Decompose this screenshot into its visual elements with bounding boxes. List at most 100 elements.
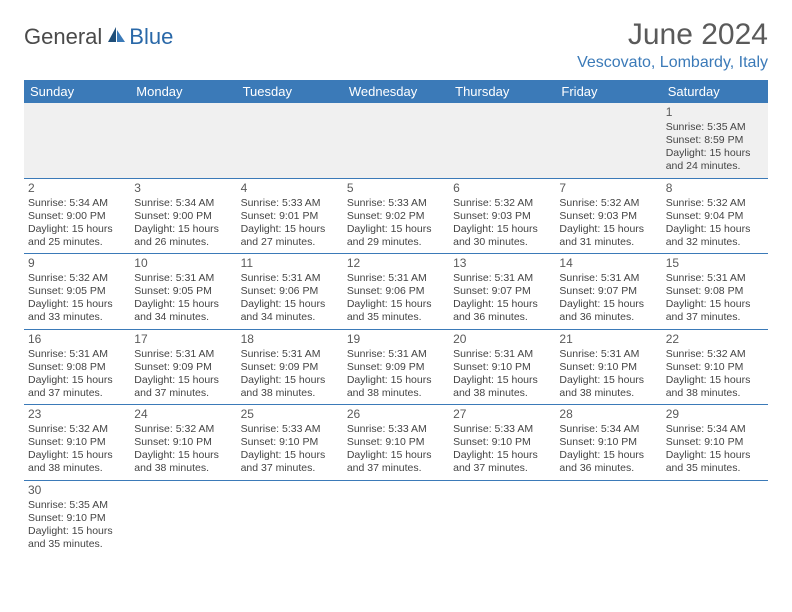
daylight-line-1: Daylight: 15 hours [453,298,551,311]
daylight-line-1: Daylight: 15 hours [241,374,339,387]
day-cell [237,480,343,555]
sunrise-line: Sunrise: 5:32 AM [134,423,232,436]
day-cell [130,103,236,178]
daylight-line-2: and 38 minutes. [666,387,764,400]
day-number: 20 [453,332,551,347]
day-cell [130,480,236,555]
day-number: 25 [241,407,339,422]
week-row: 23Sunrise: 5:32 AMSunset: 9:10 PMDayligh… [24,405,768,481]
sunset-line: Sunset: 9:08 PM [28,361,126,374]
sunset-line: Sunset: 9:07 PM [453,285,551,298]
day-number: 22 [666,332,764,347]
day-number: 21 [559,332,657,347]
day-cell: 22Sunrise: 5:32 AMSunset: 9:10 PMDayligh… [662,329,768,405]
daylight-line-2: and 37 minutes. [241,462,339,475]
sunset-line: Sunset: 9:00 PM [28,210,126,223]
day-number: 30 [28,483,126,498]
day-cell: 16Sunrise: 5:31 AMSunset: 9:08 PMDayligh… [24,329,130,405]
sunset-line: Sunset: 9:01 PM [241,210,339,223]
day-number: 16 [28,332,126,347]
daylight-line-1: Daylight: 15 hours [666,223,764,236]
sunrise-line: Sunrise: 5:31 AM [241,348,339,361]
daylight-line-2: and 37 minutes. [28,387,126,400]
day-number: 12 [347,256,445,271]
daylight-line-2: and 34 minutes. [241,311,339,324]
day-cell: 17Sunrise: 5:31 AMSunset: 9:09 PMDayligh… [130,329,236,405]
daylight-line-2: and 33 minutes. [28,311,126,324]
day-cell: 19Sunrise: 5:31 AMSunset: 9:09 PMDayligh… [343,329,449,405]
day-number: 24 [134,407,232,422]
daylight-line-2: and 38 minutes. [559,387,657,400]
sunrise-line: Sunrise: 5:31 AM [347,272,445,285]
daylight-line-2: and 38 minutes. [241,387,339,400]
daylight-line-2: and 36 minutes. [559,311,657,324]
day-number: 29 [666,407,764,422]
daylight-line-2: and 35 minutes. [347,311,445,324]
sunset-line: Sunset: 9:08 PM [666,285,764,298]
day-cell: 25Sunrise: 5:33 AMSunset: 9:10 PMDayligh… [237,405,343,481]
daylight-line-1: Daylight: 15 hours [241,449,339,462]
sunrise-line: Sunrise: 5:32 AM [28,272,126,285]
title-block: June 2024 Vescovato, Lombardy, Italy [577,18,768,72]
sunset-line: Sunset: 9:10 PM [28,436,126,449]
day-cell [449,480,555,555]
day-cell: 1Sunrise: 5:35 AMSunset: 8:59 PMDaylight… [662,103,768,178]
day-cell: 9Sunrise: 5:32 AMSunset: 9:05 PMDaylight… [24,254,130,330]
sunset-line: Sunset: 9:09 PM [134,361,232,374]
daylight-line-1: Daylight: 15 hours [347,374,445,387]
day-cell: 28Sunrise: 5:34 AMSunset: 9:10 PMDayligh… [555,405,661,481]
sunrise-line: Sunrise: 5:33 AM [347,197,445,210]
daylight-line-1: Daylight: 15 hours [28,298,126,311]
sunset-line: Sunset: 9:09 PM [241,361,339,374]
daylight-line-2: and 37 minutes. [134,387,232,400]
day-number: 1 [666,105,764,120]
daylight-line-1: Daylight: 15 hours [559,374,657,387]
sunrise-line: Sunrise: 5:31 AM [134,272,232,285]
sunrise-line: Sunrise: 5:34 AM [559,423,657,436]
sunset-line: Sunset: 9:00 PM [134,210,232,223]
sunset-line: Sunset: 9:10 PM [453,436,551,449]
sunset-line: Sunset: 9:05 PM [28,285,126,298]
sunset-line: Sunset: 9:10 PM [666,361,764,374]
day-header-wednesday: Wednesday [343,80,449,103]
day-cell: 14Sunrise: 5:31 AMSunset: 9:07 PMDayligh… [555,254,661,330]
daylight-line-2: and 27 minutes. [241,236,339,249]
daylight-line-1: Daylight: 15 hours [28,449,126,462]
sunset-line: Sunset: 9:10 PM [666,436,764,449]
sunset-line: Sunset: 9:10 PM [559,436,657,449]
daylight-line-1: Daylight: 15 hours [559,298,657,311]
day-cell: 21Sunrise: 5:31 AMSunset: 9:10 PMDayligh… [555,329,661,405]
daylight-line-1: Daylight: 15 hours [666,298,764,311]
day-number: 4 [241,181,339,196]
daylight-line-2: and 38 minutes. [453,387,551,400]
daylight-line-2: and 38 minutes. [28,462,126,475]
day-cell: 13Sunrise: 5:31 AMSunset: 9:07 PMDayligh… [449,254,555,330]
calendar-table: SundayMondayTuesdayWednesdayThursdayFrid… [24,80,768,555]
day-cell: 20Sunrise: 5:31 AMSunset: 9:10 PMDayligh… [449,329,555,405]
sunrise-line: Sunrise: 5:31 AM [666,272,764,285]
day-header-sunday: Sunday [24,80,130,103]
daylight-line-2: and 32 minutes. [666,236,764,249]
day-cell [555,103,661,178]
day-number: 10 [134,256,232,271]
daylight-line-1: Daylight: 15 hours [28,223,126,236]
day-number: 7 [559,181,657,196]
sunrise-line: Sunrise: 5:33 AM [241,197,339,210]
day-cell: 30Sunrise: 5:35 AMSunset: 9:10 PMDayligh… [24,480,130,555]
day-number: 15 [666,256,764,271]
sunset-line: Sunset: 9:10 PM [453,361,551,374]
daylight-line-2: and 34 minutes. [134,311,232,324]
sunrise-line: Sunrise: 5:31 AM [347,348,445,361]
day-cell: 12Sunrise: 5:31 AMSunset: 9:06 PMDayligh… [343,254,449,330]
sunrise-line: Sunrise: 5:31 AM [453,348,551,361]
day-number: 14 [559,256,657,271]
logo-sail-icon [106,25,126,50]
daylight-line-2: and 37 minutes. [666,311,764,324]
sunset-line: Sunset: 9:10 PM [347,436,445,449]
daylight-line-1: Daylight: 15 hours [453,223,551,236]
daylight-line-1: Daylight: 15 hours [453,449,551,462]
daylight-line-1: Daylight: 15 hours [28,525,126,538]
day-header-thursday: Thursday [449,80,555,103]
day-number: 27 [453,407,551,422]
day-number: 28 [559,407,657,422]
